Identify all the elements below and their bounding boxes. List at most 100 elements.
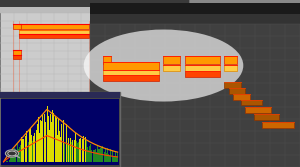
Bar [50,114,51,162]
Bar [76,144,77,162]
Bar [155,24,174,28]
Bar [229,88,245,94]
Bar [90,14,300,24]
Bar [60,137,61,162]
Bar [224,56,237,64]
Bar [6,161,7,162]
Bar [19,34,89,38]
Bar [89,146,90,162]
Bar [77,143,78,162]
Bar [0,7,189,14]
Bar [111,156,112,162]
Bar [17,144,18,162]
Bar [12,151,13,162]
Bar [107,148,108,162]
Bar [46,117,47,162]
Bar [75,133,76,162]
Bar [82,140,83,162]
Bar [36,130,37,162]
Bar [0,0,189,104]
Bar [32,141,33,162]
Bar [49,130,50,162]
Bar [87,147,88,162]
Bar [0,0,189,7]
Bar [112,19,151,24]
Bar [104,152,105,162]
Bar [19,147,20,162]
Bar [73,143,74,162]
Bar [74,140,75,162]
Bar [26,131,27,162]
Bar [84,144,85,162]
Bar [96,152,97,162]
Bar [27,146,28,162]
Bar [45,122,46,162]
Bar [79,139,80,162]
Bar [109,155,110,162]
Bar [61,124,62,162]
Bar [254,114,279,120]
Bar [101,147,102,162]
Bar [23,139,24,162]
Bar [8,161,9,162]
Bar [72,140,73,162]
Bar [70,138,71,162]
Bar [33,136,34,162]
Bar [48,116,49,162]
Ellipse shape [84,30,243,102]
Bar [66,124,67,162]
Bar [184,71,220,77]
Bar [94,24,108,28]
Bar [13,24,21,29]
Bar [93,150,94,162]
Bar [44,114,45,162]
Bar [34,133,35,162]
Bar [35,123,36,162]
Bar [25,136,26,162]
Bar [42,115,43,162]
Bar [80,138,81,162]
Bar [116,156,117,162]
Bar [105,148,106,162]
Bar [19,30,89,34]
Bar [59,131,60,162]
Bar [65,133,66,162]
Circle shape [5,150,19,157]
Bar [224,82,241,88]
Bar [97,150,98,162]
Bar [13,55,21,59]
Bar [103,75,159,81]
Bar [20,145,21,162]
Bar [71,142,72,162]
Bar [31,135,32,162]
Bar [100,148,101,162]
Bar [233,94,250,100]
Bar [9,160,10,162]
Bar [103,70,159,75]
Bar [22,143,23,162]
Bar [54,133,55,162]
Bar [10,160,11,162]
Bar [1,99,119,165]
Bar [90,3,300,14]
Bar [39,133,40,162]
Bar [67,125,68,162]
Bar [53,113,54,162]
Bar [14,148,15,162]
Bar [245,107,271,113]
Bar [99,149,100,162]
Bar [64,142,65,162]
Bar [113,156,114,162]
Bar [15,149,16,162]
Bar [112,24,151,28]
Bar [30,128,31,162]
Bar [86,141,87,162]
Bar [63,120,64,162]
Bar [106,155,107,162]
Bar [262,122,294,128]
Bar [103,56,111,64]
Bar [62,134,63,162]
Bar [155,19,174,24]
Bar [37,119,38,162]
Bar [90,3,300,167]
